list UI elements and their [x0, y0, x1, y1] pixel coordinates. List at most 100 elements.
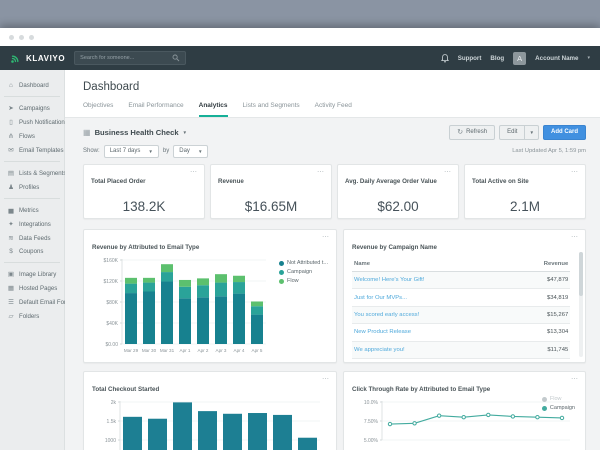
metric-card-title: Total Placed Order [91, 178, 146, 185]
window-control-close[interactable] [9, 34, 14, 40]
legend-item[interactable]: Not Attributed t... [279, 260, 328, 266]
board-name: Business Health Check [94, 127, 179, 137]
show-label: Show: [83, 148, 100, 154]
campaign-name-link[interactable]: You scored early access! [352, 306, 510, 325]
sidebar-item-coupons[interactable]: $ Coupons [4, 245, 60, 258]
legend-item[interactable]: Flow [279, 278, 328, 284]
sidebar-item-label: Metrics [19, 206, 39, 214]
sidebar-item-default-email-forms[interactable]: ☰ Default Email Forms [4, 295, 74, 309]
legend-dot [279, 269, 285, 275]
card-menu-icon[interactable]: ⋯ [571, 234, 579, 241]
home-icon: ⌂ [9, 82, 13, 89]
campaign-revenue-table-card: Revenue by Campaign Name ⋯ Name Revenue … [343, 229, 586, 363]
account-avatar[interactable]: A [513, 51, 527, 65]
sidebar-item-profiles[interactable]: ♟ Profiles [4, 180, 60, 194]
svg-text:$40K: $40K [106, 321, 118, 327]
card-menu-icon[interactable]: ⋯ [317, 169, 325, 176]
campaign-name-link[interactable]: Welcome! Here's Your Gift! [352, 271, 510, 290]
sidebar-item-dashboard[interactable]: ⌂ Dashboard [4, 79, 60, 92]
interval-value: Day [179, 148, 190, 154]
navbar-right: Support Blog A Account Name ▾ [440, 51, 590, 65]
campaign-name-link[interactable]: New Product Release [352, 323, 510, 342]
scrollbar-thumb[interactable] [579, 252, 583, 297]
dashboard-content: ▦ Business Health Check ▼ ↻ Refresh Edit [65, 118, 600, 450]
metric-card: Avg. Daily Average Order Value ⋯ $62.00 [337, 164, 459, 219]
sidebar-item-image-library[interactable]: ▣ Image Library [4, 267, 60, 281]
sidebar-item-label: Push Notifications [19, 118, 68, 126]
card-menu-icon[interactable]: ⋯ [571, 169, 579, 176]
metric-card: Total Placed Order ⋯ 138.2K [83, 164, 205, 219]
svg-text:$120K: $120K [104, 279, 119, 285]
sidebar-item-folders[interactable]: ▱ Folders [4, 309, 60, 323]
svg-text:Apr 4: Apr 4 [234, 348, 245, 353]
refresh-icon: ↻ [457, 129, 464, 136]
image-icon: ▣ [7, 271, 15, 278]
legend-dot [541, 405, 547, 411]
chart-title: Revenue by Campaign Name [352, 244, 437, 251]
account-name[interactable]: Account Name [535, 54, 579, 62]
campaign-revenue-table: Name Revenue Welcome! Here's Your Gift! $… [352, 257, 571, 359]
tab-lists-and-segments[interactable]: Lists and Segments [242, 102, 300, 109]
legend-item[interactable]: Campaign [279, 269, 328, 275]
person-icon: ♟ [8, 184, 14, 191]
table-row: Just for Our MVPs... $34,819 [352, 288, 571, 307]
support-link[interactable]: Support [457, 54, 482, 62]
tab-objectives[interactable]: Objectives [83, 102, 114, 109]
building-icon: ▦ [7, 285, 15, 292]
refresh-button[interactable]: ↻ Refresh [449, 124, 496, 140]
campaign-name-link[interactable]: We appreciate you! [352, 341, 510, 359]
sidebar-item-metrics[interactable]: ▅ Metrics [4, 203, 60, 217]
search-input[interactable] [80, 55, 169, 61]
table-row: New Product Release $13,304 [352, 323, 571, 342]
table-row: Welcome! Here's Your Gift! $47,879 [352, 271, 571, 290]
card-menu-icon[interactable]: ⋯ [571, 376, 579, 383]
feed-icon: ≋ [8, 235, 14, 242]
svg-text:$0.00: $0.00 [105, 342, 118, 348]
sidebar-item-label: Campaigns [19, 104, 50, 112]
people-icon: ▤ [7, 170, 15, 177]
date-range-select[interactable]: Last 7 days ▼ [103, 144, 159, 158]
sidebar-item-lists-segments[interactable]: ▤ Lists & Segments [4, 166, 67, 180]
edit-button[interactable]: Edit [499, 124, 526, 140]
campaign-revenue-value: $13,304 [509, 323, 571, 342]
sidebar-item-hosted-pages[interactable]: ▦ Hosted Pages [4, 281, 60, 295]
board-selector[interactable]: ▦ Business Health Check ▼ [83, 128, 187, 137]
edit-caret-icon: ▼ [529, 129, 534, 135]
card-menu-icon[interactable]: ⋯ [190, 169, 198, 176]
column-header-name: Name [352, 257, 510, 272]
sidebar-item-email-templates[interactable]: ✉ Email Templates [4, 143, 63, 157]
sidebar-item-label: Data Feeds [19, 234, 51, 242]
tab-analytics[interactable]: Analytics [198, 102, 228, 117]
add-card-button[interactable]: Add Card [543, 124, 586, 140]
svg-text:2k: 2k [111, 400, 117, 406]
sidebar-item-integrations[interactable]: ✦ Integrations [4, 217, 60, 231]
campaign-revenue-value: $47,879 [509, 271, 571, 290]
tab-email-performance[interactable]: Email Performance [128, 102, 184, 109]
card-menu-icon[interactable]: ⋯ [322, 376, 330, 383]
sidebar-item-data-feeds[interactable]: ≋ Data Feeds [4, 231, 60, 245]
card-menu-icon[interactable]: ⋯ [444, 169, 452, 176]
sidebar-item-push-notifications[interactable]: ▯ Push Notifications [4, 115, 68, 129]
sidebar-item-flows[interactable]: ⋔ Flows [4, 129, 60, 143]
metric-value: 2.1M [509, 199, 540, 214]
legend-label: Flow [287, 278, 299, 284]
browser-window: KLAVIYO Support Blog A Account Name ▾ ⌂ D… [0, 28, 600, 450]
klaviyo-brand[interactable]: KLAVIYO [10, 52, 65, 64]
card-menu-icon[interactable]: ⋯ [322, 234, 330, 241]
interval-select[interactable]: Day ▼ [173, 144, 209, 158]
sidebar-item-campaigns[interactable]: ➤ Campaigns [4, 101, 60, 115]
campaign-name-link[interactable]: Just for Our MVPs... [352, 288, 510, 307]
notification-bell-icon[interactable] [440, 53, 449, 63]
svg-text:1.5k: 1.5k [107, 419, 117, 425]
window-control-minimize[interactable] [19, 34, 24, 40]
legend-item[interactable]: Campaign [541, 405, 575, 411]
edit-dropdown-button[interactable]: ▼ [525, 124, 539, 140]
revenue-chart-legend: Not Attributed t... Campaign Flow [279, 260, 328, 287]
blog-link[interactable]: Blog [490, 54, 505, 62]
tab-activity-feed[interactable]: Activity Feed [314, 102, 352, 109]
legend-item[interactable]: Flow [541, 396, 575, 402]
sidebar-item-label: Coupons [19, 248, 44, 255]
edit-split-button: Edit ▼ [499, 124, 539, 140]
dashboard-tabs: Objectives Email Performance Analytics List… [83, 102, 582, 117]
window-control-maximize[interactable] [29, 34, 34, 40]
